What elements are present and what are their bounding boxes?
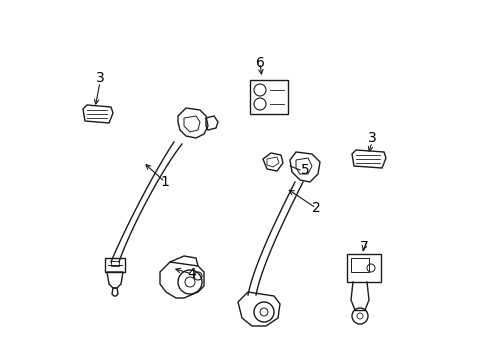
Text: 3: 3 [96,71,104,85]
Text: 3: 3 [367,131,376,145]
Bar [350,258,368,272]
Text: 7: 7 [359,240,367,254]
Bar [249,80,287,114]
Text: 6: 6 [255,56,264,70]
Text: 5: 5 [300,163,309,177]
Bar [111,261,119,266]
Bar [105,258,125,272]
Text: 4: 4 [187,267,196,281]
Bar [346,254,380,282]
Text: 2: 2 [311,201,320,215]
Text: 1: 1 [160,175,169,189]
